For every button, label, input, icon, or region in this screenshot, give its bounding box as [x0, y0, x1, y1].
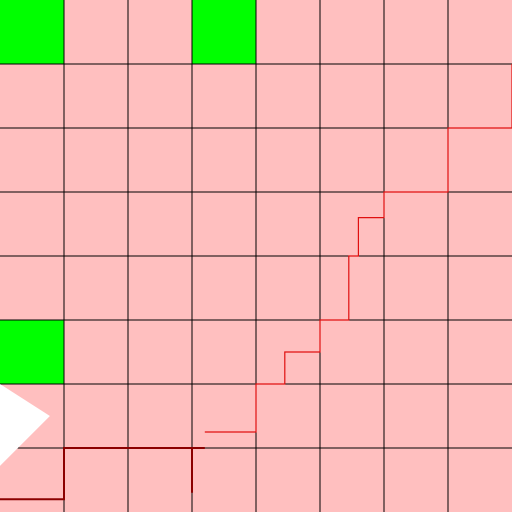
grid-cell — [128, 256, 192, 320]
grid-cell — [384, 256, 448, 320]
grid-cell — [64, 64, 128, 128]
grid-cell — [320, 448, 384, 512]
grid-cell — [192, 64, 256, 128]
grid-cell — [128, 64, 192, 128]
grid-cell — [256, 256, 320, 320]
grid-cell — [448, 128, 512, 192]
grid-cell — [448, 448, 512, 512]
grid-cell — [128, 448, 192, 512]
grid-cell — [256, 64, 320, 128]
grid-cell — [384, 320, 448, 384]
grid-cell — [128, 128, 192, 192]
grid-cell — [192, 384, 256, 448]
grid-cell — [0, 448, 64, 512]
grid-cell — [320, 0, 384, 64]
grid-cell — [0, 128, 64, 192]
grid-cell — [256, 384, 320, 448]
grid-cell — [320, 320, 384, 384]
grid-cell — [384, 448, 448, 512]
white-triangle-icon — [0, 384, 50, 466]
goal-cell — [0, 0, 64, 64]
grid-cell — [64, 192, 128, 256]
grid-cell — [384, 384, 448, 448]
grid-cell — [448, 64, 512, 128]
grid-cell — [384, 64, 448, 128]
agent-trail — [0, 64, 512, 501]
grid-cell — [320, 256, 384, 320]
grid-cell — [64, 320, 128, 384]
grid-cell — [320, 192, 384, 256]
grid-cell — [128, 0, 192, 64]
grid-cell — [192, 128, 256, 192]
grid-cell — [0, 64, 64, 128]
grid-cell — [128, 384, 192, 448]
grid-cell — [0, 256, 64, 320]
grid-cell — [128, 192, 192, 256]
grid-cell — [320, 64, 384, 128]
goal-cell — [0, 320, 64, 384]
grid-cell — [448, 0, 512, 64]
grid-cell — [448, 256, 512, 320]
grid-cell — [256, 192, 320, 256]
grid-cell — [64, 384, 128, 448]
grid-cell — [192, 192, 256, 256]
goal-cell — [192, 0, 256, 64]
grid-cell — [256, 0, 320, 64]
trail-segment-light — [204, 64, 512, 433]
grid-cell — [64, 448, 128, 512]
grid-cell — [0, 192, 64, 256]
agent-layer — [0, 384, 50, 466]
trail-segment-dark — [0, 447, 205, 501]
grid-cell — [384, 128, 448, 192]
grid-cell — [64, 256, 128, 320]
grid-cell — [192, 320, 256, 384]
grid-cell — [320, 384, 384, 448]
grid-cell — [448, 320, 512, 384]
grid-cell — [384, 192, 448, 256]
grid-cell — [64, 0, 128, 64]
grid-cell — [64, 128, 128, 192]
grid-cell — [448, 192, 512, 256]
grid-cell — [128, 320, 192, 384]
grid-cell — [192, 448, 256, 512]
grid-cell — [192, 256, 256, 320]
grid-cell — [384, 0, 448, 64]
grid-cell — [256, 448, 320, 512]
grid-cell — [448, 384, 512, 448]
grid-cell — [256, 128, 320, 192]
grid-cell — [320, 128, 384, 192]
